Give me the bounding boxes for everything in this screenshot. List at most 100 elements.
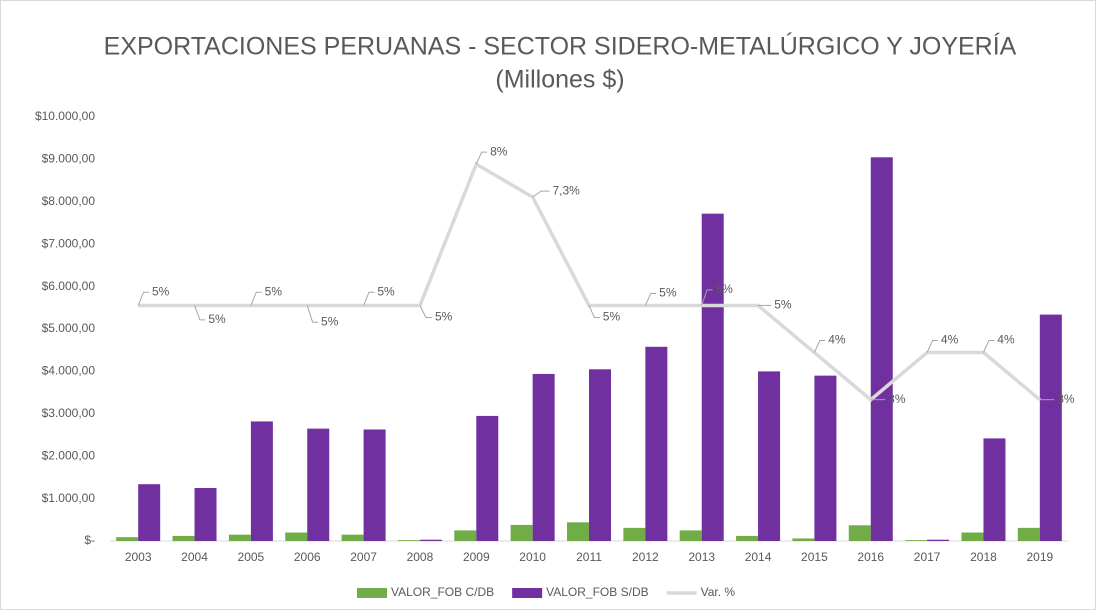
leader-line xyxy=(813,340,826,353)
leader-line xyxy=(194,305,206,321)
x-tick-label: 2009 xyxy=(463,550,490,564)
leader-line xyxy=(532,190,550,198)
line xyxy=(138,161,1041,402)
data-label: 4% xyxy=(997,333,1015,347)
bar xyxy=(397,540,420,541)
bar xyxy=(532,373,555,541)
data-label: 5% xyxy=(603,310,621,324)
bar xyxy=(172,535,195,541)
legend-swatch xyxy=(512,588,543,598)
bar xyxy=(228,534,251,541)
bar xyxy=(116,537,139,541)
data-label: 5% xyxy=(774,298,792,312)
bar xyxy=(645,346,668,541)
data-label: 4% xyxy=(828,333,846,347)
bar xyxy=(848,525,871,541)
y-tick-label: $5.000,00 xyxy=(42,321,96,335)
x-tick-label: 2014 xyxy=(745,550,772,564)
leader-line xyxy=(419,305,432,318)
bar xyxy=(363,429,386,541)
legend-label: VALOR_FOB C/DB xyxy=(391,585,494,599)
leader-line xyxy=(588,305,600,318)
x-tick-label: 2018 xyxy=(970,550,997,564)
bar xyxy=(870,157,893,541)
bar xyxy=(792,538,815,541)
bar xyxy=(927,539,950,541)
bar xyxy=(250,421,273,541)
bar xyxy=(307,428,330,541)
leader-line xyxy=(250,291,262,306)
x-tick-label: 2017 xyxy=(914,550,941,564)
bar xyxy=(758,371,781,541)
x-tick-label: 2019 xyxy=(1026,550,1053,564)
data-label: 5% xyxy=(208,312,226,326)
data-label: 3% xyxy=(1057,392,1075,406)
bar xyxy=(736,535,759,541)
data-label: 5% xyxy=(377,284,395,298)
leader-line xyxy=(475,151,488,165)
x-tick-label: 2011 xyxy=(576,550,602,564)
data-label: 5% xyxy=(321,314,339,328)
legend-swatch xyxy=(357,588,387,598)
x-tick-label: 2012 xyxy=(632,550,659,564)
bar xyxy=(285,532,308,541)
data-label: 5% xyxy=(716,282,734,296)
data-label: 5% xyxy=(265,284,283,298)
data-label: 5% xyxy=(152,284,170,298)
y-tick-label: $7.000,00 xyxy=(42,236,96,250)
data-label: 3% xyxy=(888,392,906,406)
y-tick-label: $6.000,00 xyxy=(42,279,96,293)
leader-line xyxy=(137,291,149,306)
bar xyxy=(476,415,499,541)
x-tick-label: 2016 xyxy=(857,550,884,564)
bar xyxy=(679,530,702,541)
bar xyxy=(983,438,1006,541)
bar xyxy=(138,484,161,541)
leader-line xyxy=(701,289,713,306)
data-label: 8% xyxy=(490,144,508,158)
y-tick-label: $1.000,00 xyxy=(42,491,96,505)
leader-line xyxy=(363,291,375,306)
x-tick-label: 2005 xyxy=(238,550,265,564)
data-label: 5% xyxy=(659,286,677,300)
y-tick-label: $8.000,00 xyxy=(42,194,96,208)
y-tick-label: $- xyxy=(84,533,95,547)
bar xyxy=(701,213,724,541)
x-tick-label: 2010 xyxy=(519,550,546,564)
leader-line xyxy=(983,340,995,353)
legend-label: Var. % xyxy=(701,585,736,599)
x-tick-label: 2004 xyxy=(181,550,208,564)
data-label: 5% xyxy=(435,310,453,324)
y-tick-label: $10.000,00 xyxy=(35,109,95,123)
bar xyxy=(194,488,217,541)
y-tick-label: $4.000,00 xyxy=(42,364,96,378)
bar xyxy=(419,539,442,541)
leader-line xyxy=(926,340,938,353)
data-label: 7,3% xyxy=(552,183,580,197)
bar xyxy=(961,532,984,541)
x-tick-label: 2003 xyxy=(125,550,152,564)
bar xyxy=(454,530,477,541)
x-tick-label: 2008 xyxy=(407,550,434,564)
bar xyxy=(814,375,837,541)
bar xyxy=(341,534,364,541)
bar xyxy=(1017,527,1040,541)
bar xyxy=(623,527,646,541)
bar xyxy=(1039,314,1062,541)
bar xyxy=(589,369,611,541)
data-label: 4% xyxy=(941,333,959,347)
legend-label: VALOR_FOB S/DB xyxy=(546,585,648,599)
x-tick-label: 2013 xyxy=(688,550,715,564)
bar xyxy=(567,522,589,541)
y-tick-label: $9.000,00 xyxy=(42,152,96,166)
x-tick-label: 2007 xyxy=(350,550,377,564)
bar xyxy=(905,540,928,541)
bar xyxy=(510,524,533,541)
leader-line xyxy=(306,305,319,323)
x-tick-label: 2015 xyxy=(801,550,828,564)
y-tick-label: $3.000,00 xyxy=(42,406,96,420)
x-tick-label: 2006 xyxy=(294,550,321,564)
chart-title: EXPORTACIONES PERUANAS - SECTOR SIDERO-M… xyxy=(104,32,1017,61)
y-tick-label: $2.000,00 xyxy=(42,448,96,462)
